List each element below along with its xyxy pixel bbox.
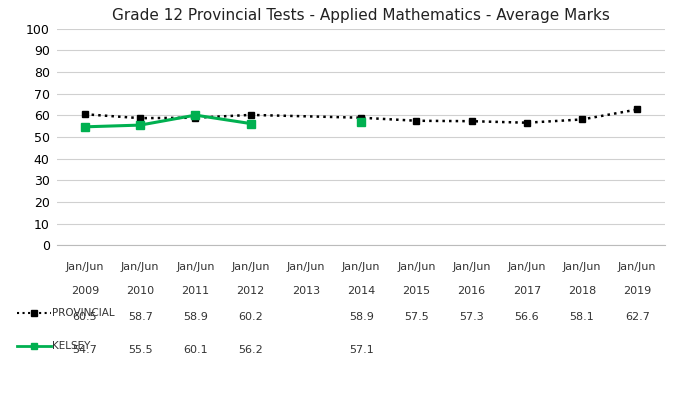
Text: 2011: 2011 <box>182 286 209 296</box>
Text: 2018: 2018 <box>568 286 596 296</box>
Text: 58.9: 58.9 <box>183 312 208 322</box>
Text: 56.6: 56.6 <box>514 312 539 322</box>
Text: 58.9: 58.9 <box>349 312 373 322</box>
Text: 2015: 2015 <box>402 286 431 296</box>
Text: 60.5: 60.5 <box>73 312 97 322</box>
Text: 2019: 2019 <box>623 286 651 296</box>
Text: 60.1: 60.1 <box>183 345 208 355</box>
Text: 2013: 2013 <box>292 286 320 296</box>
Text: Jan/Jun: Jan/Jun <box>342 262 381 272</box>
Text: Jan/Jun: Jan/Jun <box>287 262 325 272</box>
Text: 60.2: 60.2 <box>238 312 263 322</box>
Text: 2009: 2009 <box>71 286 99 296</box>
Text: 2017: 2017 <box>513 286 541 296</box>
Text: 62.7: 62.7 <box>625 312 650 322</box>
Text: Jan/Jun: Jan/Jun <box>65 262 104 272</box>
Text: 56.2: 56.2 <box>238 345 263 355</box>
Text: 55.5: 55.5 <box>128 345 153 355</box>
Text: 2016: 2016 <box>458 286 485 296</box>
Text: Jan/Jun: Jan/Jun <box>176 262 215 272</box>
Text: 57.3: 57.3 <box>459 312 484 322</box>
Text: KELSEY: KELSEY <box>52 341 90 351</box>
Text: 58.7: 58.7 <box>128 312 153 322</box>
Text: Jan/Jun: Jan/Jun <box>508 262 546 272</box>
Text: PROVINCIAL: PROVINCIAL <box>52 308 115 318</box>
Text: 54.7: 54.7 <box>72 345 97 355</box>
Text: 58.1: 58.1 <box>570 312 595 322</box>
Text: Jan/Jun: Jan/Jun <box>618 262 657 272</box>
Text: Jan/Jun: Jan/Jun <box>397 262 435 272</box>
Text: 57.5: 57.5 <box>404 312 429 322</box>
Text: Jan/Jun: Jan/Jun <box>121 262 159 272</box>
Text: Jan/Jun: Jan/Jun <box>232 262 270 272</box>
Text: 2010: 2010 <box>126 286 155 296</box>
Title: Grade 12 Provincial Tests - Applied Mathematics - Average Marks: Grade 12 Provincial Tests - Applied Math… <box>112 8 610 23</box>
Text: 2014: 2014 <box>347 286 375 296</box>
Text: Jan/Jun: Jan/Jun <box>452 262 491 272</box>
Text: Jan/Jun: Jan/Jun <box>563 262 601 272</box>
Text: 2012: 2012 <box>236 286 265 296</box>
Text: 57.1: 57.1 <box>349 345 373 355</box>
